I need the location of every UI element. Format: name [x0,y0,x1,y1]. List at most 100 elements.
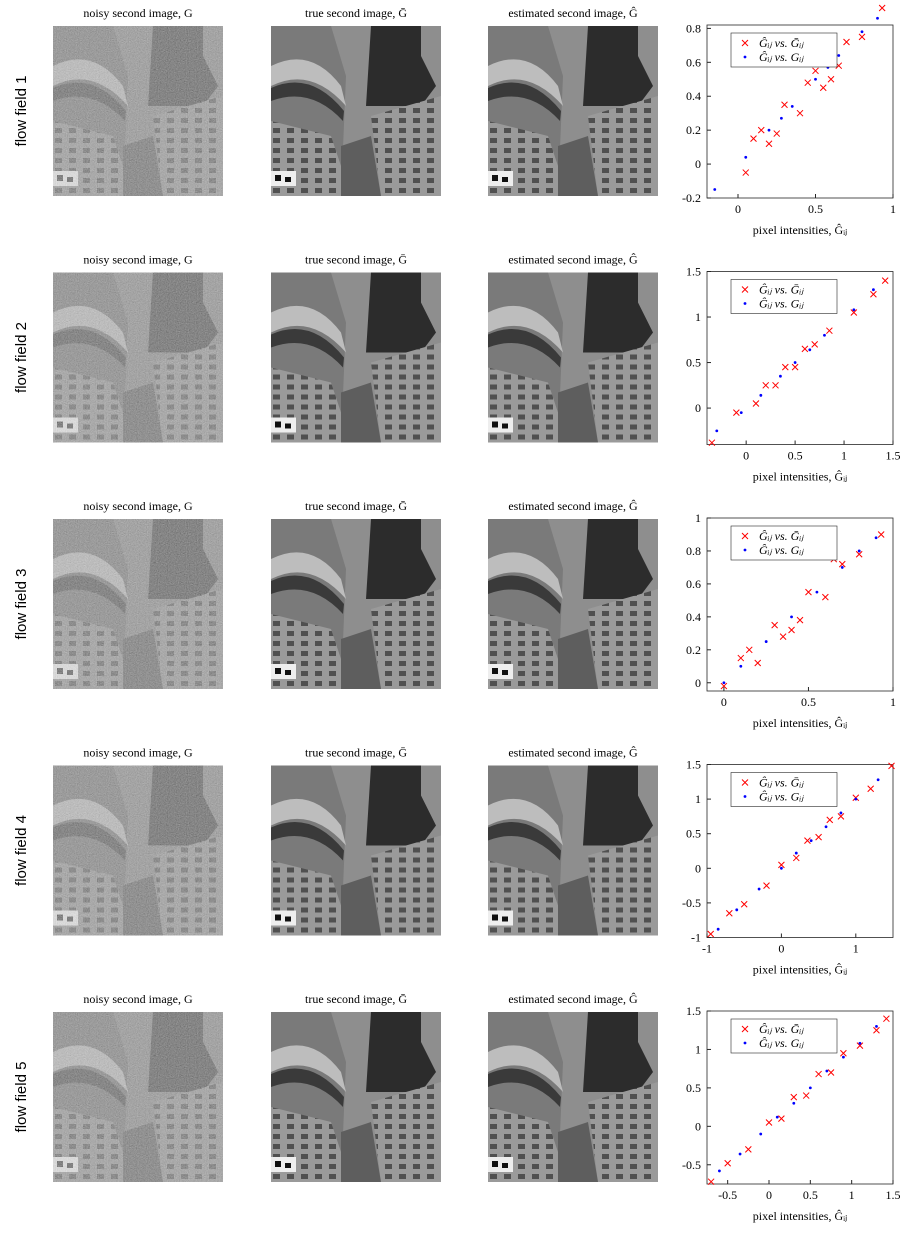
image [53,272,223,443]
legend-label: Ĝᵢⱼ vs. Ḡᵢⱼ [759,776,804,790]
point [735,908,739,912]
image [53,765,223,936]
legend-marker [743,55,747,59]
point [809,839,813,843]
y-tick-label: 1 [695,1042,701,1056]
x-tick-label: 0 [743,449,749,463]
point [791,363,799,371]
point [808,1086,812,1090]
image [271,765,441,936]
point [794,851,798,855]
point [875,1024,878,1028]
point [827,1069,835,1076]
point [793,361,797,364]
x-tick-label: 0 [766,1188,772,1202]
y-tick-label: 0.5 [686,1081,701,1095]
point [765,1119,773,1126]
point [778,861,785,869]
row-label: flow field 1 [13,76,30,147]
legend [730,32,838,68]
y-tick-label: 0 [695,861,701,875]
point [850,309,858,316]
y-tick-label: 0.8 [686,21,701,35]
y-tick-label: 1.5 [686,1004,701,1018]
y-tick-label: 1 [695,310,701,324]
point [718,1169,721,1173]
row-label: flow field 5 [13,1062,30,1133]
x-axis-label: pixel intensities, Ĝᵢⱼ [753,716,847,730]
point [716,927,720,931]
point [811,340,819,348]
panel-title: noisy second image, G [83,6,193,20]
legend-label: Ĝᵢⱼ vs. Gᵢⱼ [759,543,804,557]
image [271,519,441,689]
point [837,54,841,57]
point [739,664,743,668]
point [883,1015,890,1023]
legend-label: Ĝᵢⱼ vs. Gᵢⱼ [759,297,804,311]
point [802,1092,810,1099]
y-tick-label: 0.6 [686,55,701,69]
point [796,616,804,624]
legend-label: Ĝᵢⱼ vs. Gᵢⱼ [759,1036,804,1050]
point [852,308,856,312]
legend-label: Ĝᵢⱼ vs. Ḡᵢⱼ [759,283,804,297]
point [808,348,812,352]
point [767,128,771,132]
x-tick-label: 0.5 [808,202,823,216]
point [781,101,788,109]
legend-label: Ĝᵢⱼ vs. Ḡᵢⱼ [759,36,804,50]
point [805,588,812,596]
panel-title: estimated second image, Ĝ [508,253,638,267]
point [737,654,745,662]
point [779,633,787,640]
point [858,33,866,41]
panel-title: true second image, Ḡ [305,746,407,760]
y-tick-label: 0 [695,1119,701,1133]
point [708,439,716,447]
y-tick-label: -0.2 [682,191,701,205]
x-tick-label: 1 [841,449,847,463]
point [778,1115,785,1122]
legend-label: Ĝᵢⱼ vs. Gᵢⱼ [759,790,804,804]
point [792,854,800,862]
x-tick-label: 0 [721,695,727,709]
y-tick-label: -0.5 [682,896,701,910]
y-tick-label: 0 [695,157,701,171]
image [53,26,223,196]
y-tick-label: 1.5 [686,758,701,772]
point [740,900,748,908]
x-tick-label: 0.5 [788,449,803,463]
panel-title: true second image, Ḡ [305,499,407,513]
point [815,833,822,841]
point [826,327,833,335]
point [772,381,779,389]
x-tick-label: 0 [778,942,784,956]
point [763,882,770,889]
y-tick-label: 0.2 [686,643,701,657]
point [745,646,753,654]
point [815,590,819,594]
y-tick-label: 0.2 [686,123,701,137]
legend-label: Ĝᵢⱼ vs. Ḡᵢⱼ [759,529,804,543]
point [824,825,828,829]
point [775,1115,779,1119]
point [788,626,795,634]
point [822,593,829,601]
point [738,1152,742,1156]
y-tick-label: 0.6 [686,577,701,591]
legend-marker [743,1041,747,1045]
panel-title: noisy second image, G [83,746,193,760]
image [488,1012,658,1182]
image [53,1012,223,1182]
image [488,26,658,196]
point [762,381,770,389]
point [825,1069,829,1073]
row-label: flow field 4 [13,815,30,886]
point [814,77,817,81]
point [754,659,762,667]
y-tick-label: 1 [695,792,701,806]
x-axis-label: pixel intensities, Ĝᵢⱼ [753,963,847,977]
point [739,411,743,415]
